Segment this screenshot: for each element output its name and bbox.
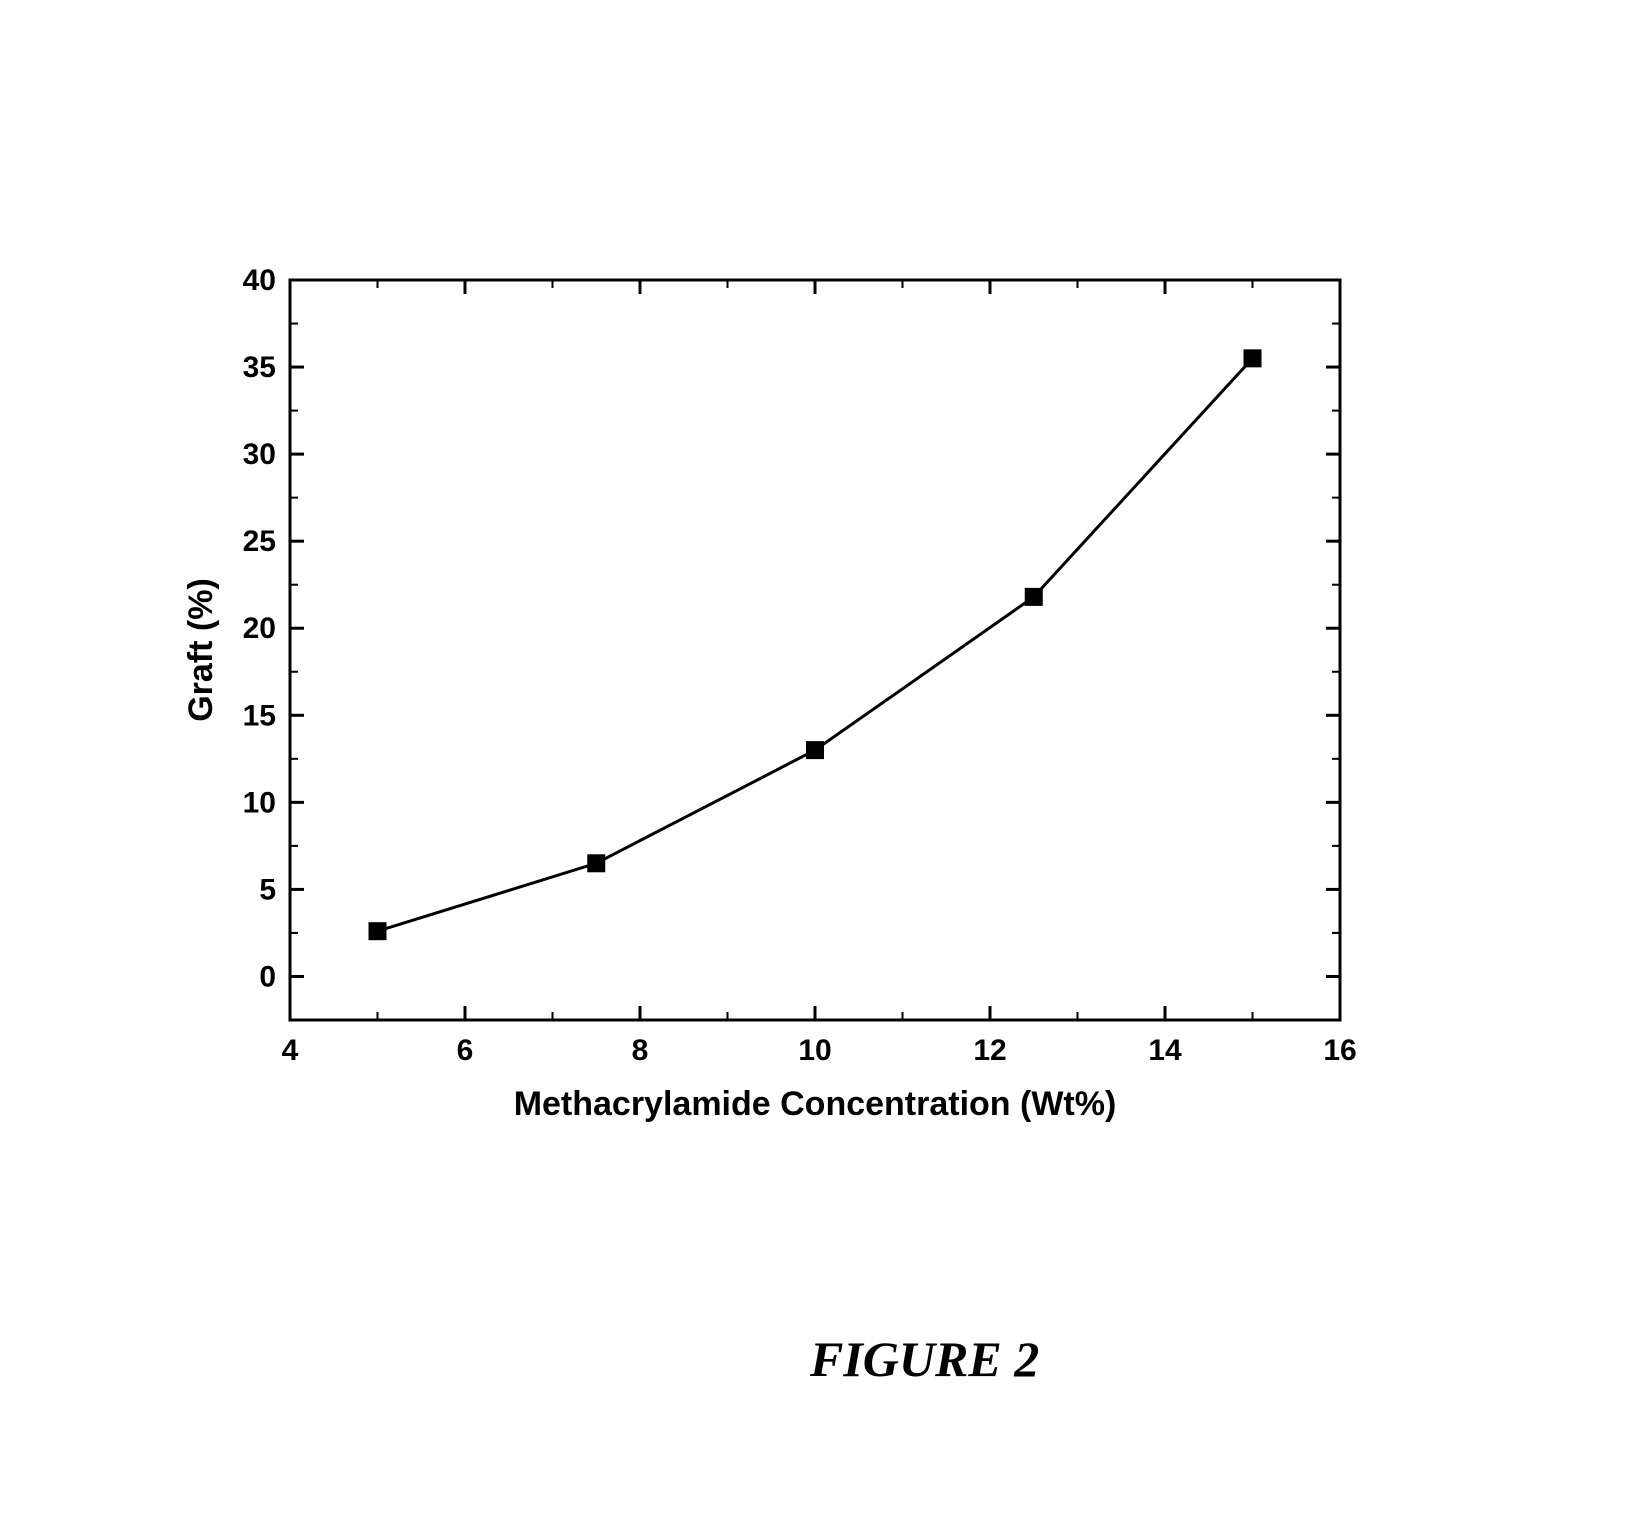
x-tick-label: 6 xyxy=(457,1034,474,1067)
x-tick-label: 14 xyxy=(1148,1034,1182,1067)
y-tick-label: 40 xyxy=(243,264,276,297)
data-marker xyxy=(806,741,824,759)
y-tick-label: 30 xyxy=(243,438,276,471)
y-tick-label: 25 xyxy=(243,525,276,558)
x-tick-label: 8 xyxy=(632,1034,649,1067)
graft-vs-concentration-chart: 4 6 8 10 12 14 16 0 5 10 15 20 25 30 35 40 Methacrylamid… xyxy=(180,250,1370,1155)
data-marker xyxy=(369,922,387,940)
x-axis-label: Methacrylamide Concentration (Wt%) xyxy=(514,1085,1117,1123)
y-tick-label: 35 xyxy=(243,351,276,384)
y-tick-label: 15 xyxy=(243,699,276,732)
y-tick-label: 0 xyxy=(259,960,276,993)
chart-svg: 4 6 8 10 12 14 16 0 5 10 15 20 25 30 35 40 Methacrylamid… xyxy=(180,250,1370,1150)
x-tick-label: 16 xyxy=(1323,1034,1356,1067)
x-tick-label: 10 xyxy=(798,1034,831,1067)
data-marker xyxy=(1244,349,1262,367)
page: 4 6 8 10 12 14 16 0 5 10 15 20 25 30 35 40 Methacrylamid… xyxy=(0,0,1636,1530)
y-axis-label: Graft (%) xyxy=(182,578,220,722)
data-marker xyxy=(587,854,605,872)
y-tick-label: 5 xyxy=(259,873,276,906)
x-tick-label: 4 xyxy=(282,1034,299,1067)
y-tick-label: 10 xyxy=(243,786,276,819)
y-tick-label: 20 xyxy=(243,612,276,645)
x-tick-label: 12 xyxy=(973,1034,1006,1067)
figure-caption: FIGURE 2 xyxy=(810,1330,1039,1388)
data-marker xyxy=(1025,588,1043,606)
